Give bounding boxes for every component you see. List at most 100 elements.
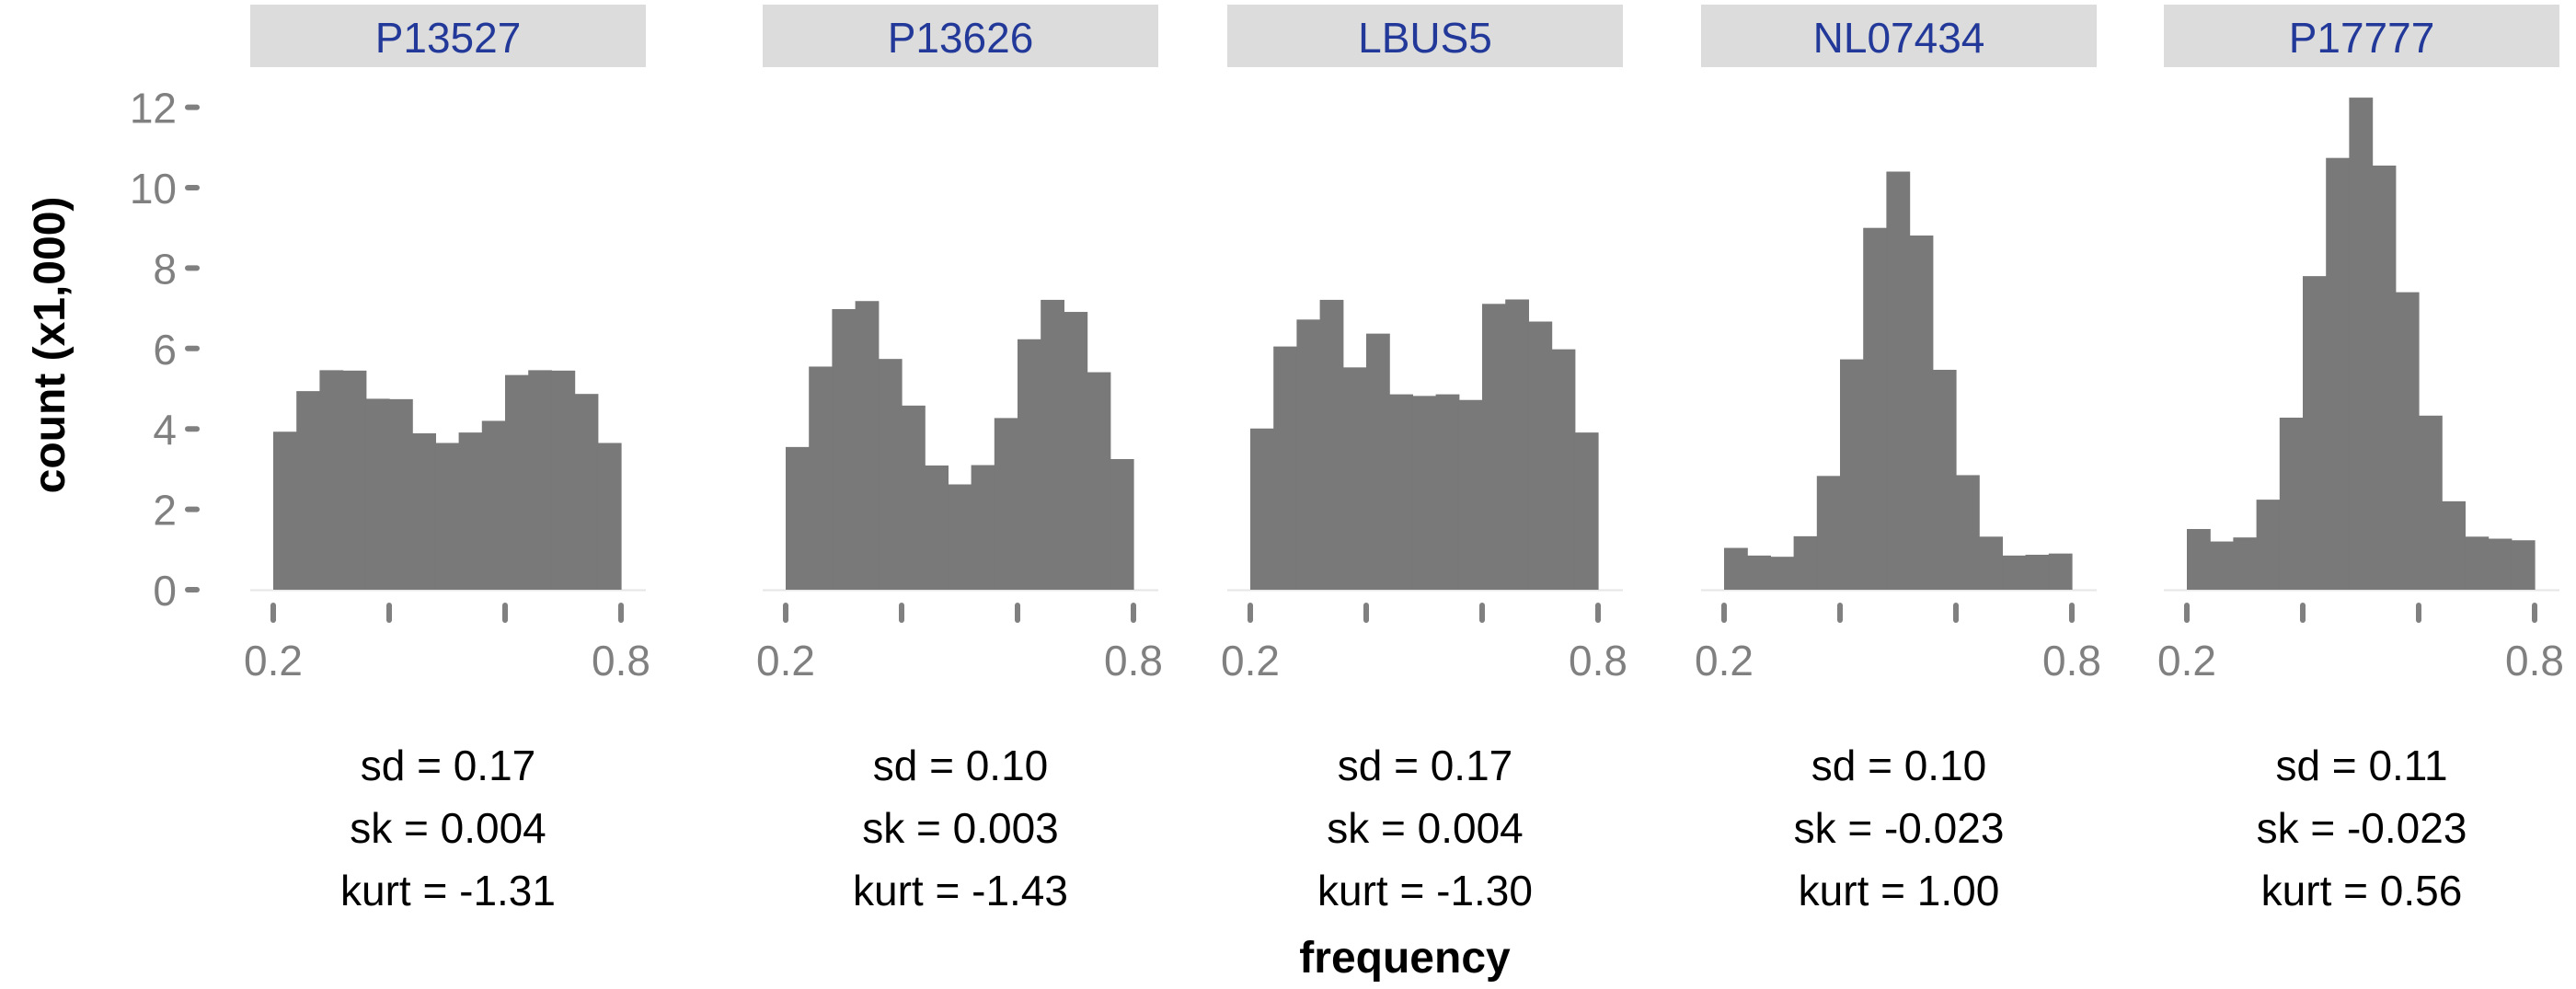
panel-stat-sd: sd = 0.17 bbox=[361, 742, 536, 789]
histogram-bar bbox=[1840, 359, 1864, 590]
histogram-bar bbox=[1816, 476, 1841, 590]
panel-title: P17777 bbox=[2289, 14, 2435, 62]
histogram-bar bbox=[1435, 394, 1460, 590]
panel-stat-sd: sd = 0.10 bbox=[873, 742, 1049, 789]
histogram-bar bbox=[786, 446, 810, 590]
histogram-bar bbox=[832, 308, 857, 590]
histogram-bar bbox=[2465, 536, 2490, 590]
histogram-bar bbox=[342, 370, 367, 590]
x-tick-label: 0.8 bbox=[592, 637, 650, 684]
y-tick-label: 4 bbox=[153, 406, 177, 454]
histogram-bar bbox=[1528, 321, 1553, 590]
x-tick-label: 0.2 bbox=[1221, 637, 1280, 684]
histogram-bar bbox=[1250, 428, 1274, 590]
panel-p13626: P13626 0.2 0.8 sd = 0.10 sk = 0.003 kurt = -1… bbox=[756, 5, 1163, 914]
histogram-bar bbox=[597, 443, 622, 590]
x-tick-label: 0.2 bbox=[1695, 637, 1754, 684]
y-tick-label: 8 bbox=[153, 245, 177, 293]
panel-stat-kurt: kurt = -1.30 bbox=[1317, 867, 1533, 914]
panel-stat-sd: sd = 0.11 bbox=[2275, 742, 2447, 789]
histogram-bar bbox=[1273, 346, 1297, 590]
histogram-bar bbox=[809, 366, 833, 590]
histogram-bar bbox=[1366, 333, 1390, 590]
panel-title: P13527 bbox=[375, 14, 522, 62]
histogram-bar bbox=[2256, 500, 2281, 590]
histogram-bar bbox=[2233, 537, 2258, 590]
histogram-bar bbox=[1551, 349, 1576, 590]
histogram-bar bbox=[481, 420, 506, 590]
histogram-bar bbox=[505, 374, 529, 590]
histogram-bar bbox=[1458, 399, 1483, 590]
histogram-bar bbox=[1886, 171, 1911, 590]
histogram-bar bbox=[2303, 276, 2327, 590]
histogram-bar bbox=[458, 432, 483, 590]
panel-stat-kurt: kurt = -1.43 bbox=[853, 867, 1068, 914]
histogram-bar bbox=[971, 465, 995, 590]
panel-strip bbox=[1227, 5, 1623, 67]
histogram-bar bbox=[1909, 236, 1934, 590]
histogram-bar bbox=[878, 359, 903, 590]
histogram-bar bbox=[273, 431, 297, 590]
panel-p13527: P13527 0.2 0.8 sd = 0.17 sk = 0.004 kurt = -1… bbox=[244, 5, 650, 914]
histogram-bar bbox=[1574, 432, 1599, 590]
histogram-bar bbox=[2326, 157, 2350, 591]
panel-title: P13626 bbox=[888, 14, 1034, 62]
panel-stat-sk: sk = -0.023 bbox=[2257, 804, 2467, 852]
x-tick-label: 0.8 bbox=[1104, 637, 1163, 684]
histogram-bar bbox=[1041, 299, 1064, 590]
panel-strip bbox=[763, 5, 1158, 67]
panel-lbus5: LBUS5 0.2 0.8 sd = 0.17 sk = 0.004 kurt = -1.… bbox=[1221, 5, 1627, 914]
x-tick-label: 0.8 bbox=[2042, 637, 2101, 684]
histogram-bar bbox=[365, 398, 390, 590]
histogram-bar bbox=[994, 418, 1018, 590]
histogram-bar bbox=[2210, 541, 2234, 590]
histogram-bar bbox=[435, 443, 460, 590]
histogram-bar bbox=[2279, 417, 2304, 590]
panel-stat-sk: sk = 0.003 bbox=[862, 804, 1059, 852]
x-axis-label: frequency bbox=[1299, 934, 1511, 983]
histogram-bar bbox=[902, 405, 926, 590]
histogram-bar bbox=[1389, 394, 1413, 590]
panel-nl07434: NL07434 0.2 0.8 sd = 0.10 sk = -0.023 kurt = … bbox=[1695, 5, 2101, 914]
histogram-bar bbox=[2442, 500, 2466, 590]
histogram-bar bbox=[2002, 555, 2027, 590]
x-tick-label: 0.8 bbox=[1569, 637, 1627, 684]
histogram-bar bbox=[1793, 535, 1818, 590]
histogram-bar bbox=[2372, 165, 2397, 590]
histogram-bar bbox=[1087, 372, 1111, 590]
histogram-bar bbox=[948, 484, 972, 590]
panel-title: NL07434 bbox=[1813, 14, 1985, 62]
histogram-bar bbox=[2419, 415, 2443, 590]
y-tick-label: 2 bbox=[153, 487, 177, 535]
histogram-bar bbox=[551, 370, 576, 590]
panel-stat-sd: sd = 0.10 bbox=[1811, 742, 1987, 789]
histogram-bar bbox=[1018, 339, 1041, 590]
panel-stat-sk: sk = 0.004 bbox=[1327, 804, 1524, 852]
histogram-bar bbox=[1979, 536, 2003, 590]
panel-stat-kurt: kurt = -1.31 bbox=[340, 867, 556, 914]
y-axis: 0 2 4 6 8 10 12 bbox=[130, 85, 200, 615]
histogram-bar bbox=[296, 391, 320, 590]
histogram-bar bbox=[389, 398, 413, 590]
panel-strip bbox=[2164, 5, 2559, 67]
histogram-bar bbox=[528, 370, 552, 590]
histogram-bar bbox=[1064, 312, 1088, 590]
histogram-bar bbox=[2511, 540, 2536, 590]
panel-stat-sd: sd = 0.17 bbox=[1338, 742, 1513, 789]
histogram-bar bbox=[319, 370, 344, 590]
histogram-bar bbox=[1724, 547, 1748, 590]
y-axis-label: count (x1,000) bbox=[26, 197, 75, 494]
histogram-bar bbox=[1505, 299, 1529, 590]
histogram-bar bbox=[925, 465, 949, 590]
panel-stat-sk: sk = 0.004 bbox=[350, 804, 546, 852]
histogram-bar bbox=[1482, 304, 1506, 590]
histogram-bar bbox=[855, 301, 880, 590]
panel-stat-sk: sk = -0.023 bbox=[1794, 804, 2005, 852]
histogram-bar bbox=[1863, 227, 1887, 590]
histogram-bar bbox=[2187, 529, 2211, 590]
panel-p17777: P17777 0.2 0.8 sd = 0.11 sk = -0.023 kurt = 0… bbox=[2157, 5, 2564, 914]
histogram-bar bbox=[1319, 299, 1344, 590]
panel-strip bbox=[1701, 5, 2097, 67]
histogram-bar bbox=[1956, 475, 1980, 590]
y-tick-label: 6 bbox=[153, 326, 177, 374]
